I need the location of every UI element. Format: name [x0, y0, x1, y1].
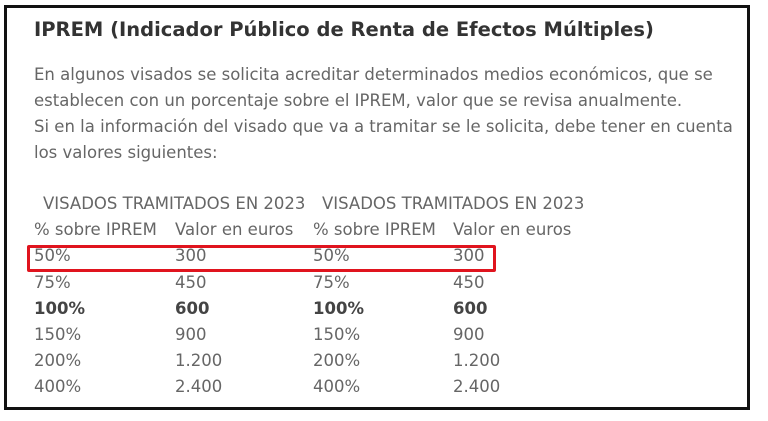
table-cell: 150%: [34, 324, 82, 344]
table-cell: 900: [175, 324, 207, 344]
group-header: VISADOS TRAMITADOS EN 2023: [322, 194, 585, 213]
page-title: IPREM (Indicador Público de Renta de Efe…: [34, 18, 654, 41]
table-cell: 300: [175, 246, 207, 266]
paragraph-line: los valores siguientes:: [34, 143, 218, 162]
table-cell: 100%: [34, 298, 85, 318]
column-header: % sobre IPREM: [34, 220, 157, 240]
table-cell: 900: [453, 324, 485, 344]
table-cell: 2.400: [175, 377, 223, 397]
table-cell: 450: [175, 272, 207, 292]
table-cell: 50%: [34, 246, 71, 266]
table-cell: 100%: [313, 298, 364, 318]
group-header: VISADOS TRAMITADOS EN 2023: [43, 194, 306, 213]
table-cell: 200%: [313, 351, 361, 371]
table-cell: 2.400: [453, 377, 501, 397]
table-cell: 200%: [34, 351, 82, 371]
table-cell: 450: [453, 272, 485, 292]
intro-paragraph: En algunos visados se solicita acreditar…: [34, 62, 754, 166]
highlight-box: [27, 245, 496, 272]
table-cell: 1.200: [175, 351, 223, 371]
content-frame: [4, 5, 750, 410]
column-header: % sobre IPREM: [313, 220, 436, 240]
table-cell: 75%: [313, 272, 350, 292]
column-header: Valor en euros: [453, 220, 572, 240]
table-cell: 150%: [313, 324, 361, 344]
paragraph-line: Si en la información del visado que va a…: [34, 117, 733, 136]
table-cell: 400%: [34, 377, 82, 397]
column-header: Valor en euros: [175, 220, 294, 240]
paragraph-line: establecen con un porcentaje sobre el IP…: [34, 91, 683, 110]
paragraph-line: En algunos visados se solicita acreditar…: [34, 65, 713, 84]
table-cell: 600: [453, 298, 488, 318]
table-cell: 400%: [313, 377, 361, 397]
table-cell: 75%: [34, 272, 71, 292]
table-cell: 50%: [313, 246, 350, 266]
table-cell: 300: [453, 246, 485, 266]
table-cell: 1.200: [453, 351, 501, 371]
table-cell: 600: [175, 298, 210, 318]
